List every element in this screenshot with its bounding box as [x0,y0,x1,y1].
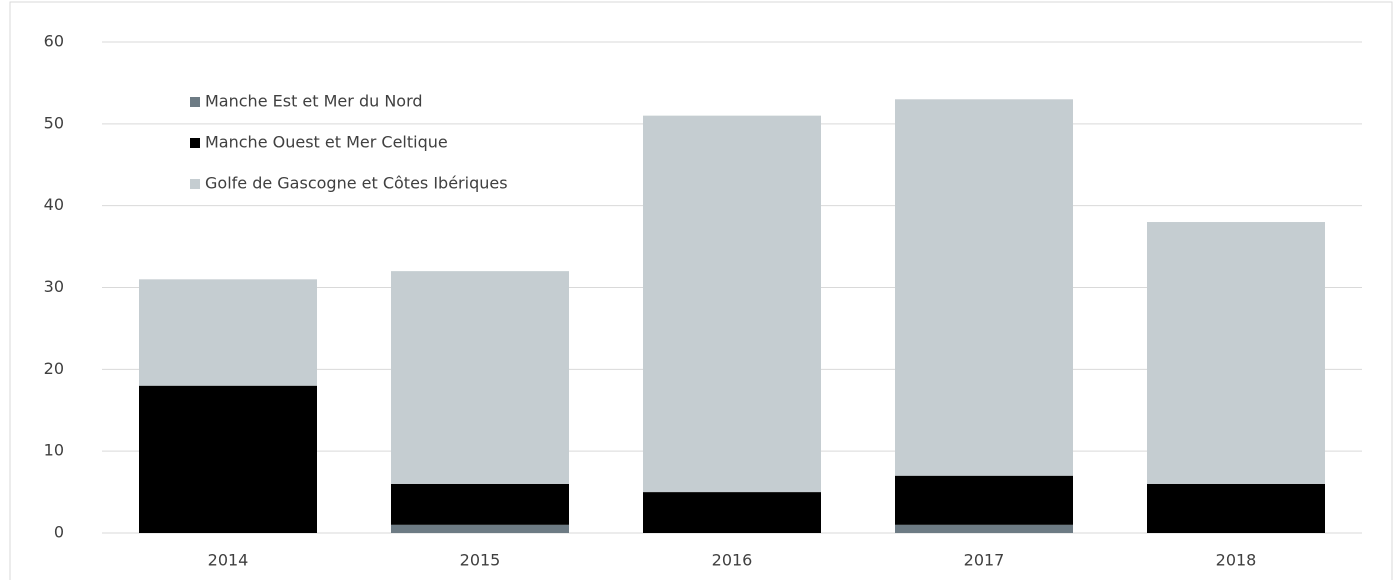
legend-label: Manche Est et Mer du Nord [205,92,423,111]
legend-swatch [190,179,200,189]
bar [1147,222,1325,484]
y-tick-label: 50 [44,113,64,132]
y-tick-label: 10 [44,441,64,460]
x-tick-label: 2017 [964,551,1005,570]
y-tick-label: 40 [44,195,64,214]
legend-swatch [190,138,200,148]
x-tick-label: 2018 [1216,551,1257,570]
bar [643,115,821,493]
bar [139,385,317,533]
bar [895,524,1073,533]
x-tick-label: 2014 [208,551,249,570]
legend-label: Manche Ouest et Mer Celtique [205,133,448,152]
bar [895,475,1073,525]
bar [391,483,569,525]
bar [895,99,1073,476]
bar [391,271,569,484]
bar [1147,483,1325,533]
y-tick-label: 60 [44,32,64,51]
y-tick-label: 30 [44,277,64,296]
y-tick-label: 20 [44,359,64,378]
x-tick-label: 2016 [712,551,753,570]
y-tick-label: 0 [54,523,64,542]
bar [643,492,821,533]
bar [391,524,569,533]
legend-swatch [190,97,200,107]
legend-label: Golfe de Gascogne et Côtes Ibériques [205,174,508,193]
x-tick-label: 2015 [460,551,501,570]
bar [139,279,317,386]
